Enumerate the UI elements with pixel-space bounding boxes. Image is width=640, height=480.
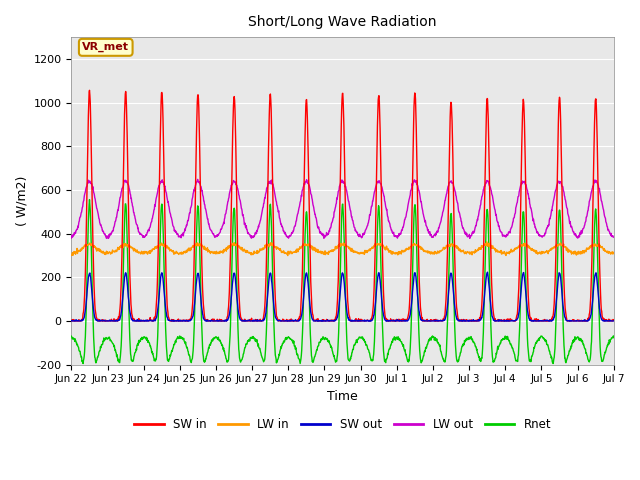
Title: Short/Long Wave Radiation: Short/Long Wave Radiation bbox=[248, 15, 437, 29]
Text: VR_met: VR_met bbox=[83, 42, 129, 52]
X-axis label: Time: Time bbox=[327, 390, 358, 403]
Legend: SW in, LW in, SW out, LW out, Rnet: SW in, LW in, SW out, LW out, Rnet bbox=[129, 413, 556, 435]
Y-axis label: ( W/m2): ( W/m2) bbox=[15, 176, 28, 226]
